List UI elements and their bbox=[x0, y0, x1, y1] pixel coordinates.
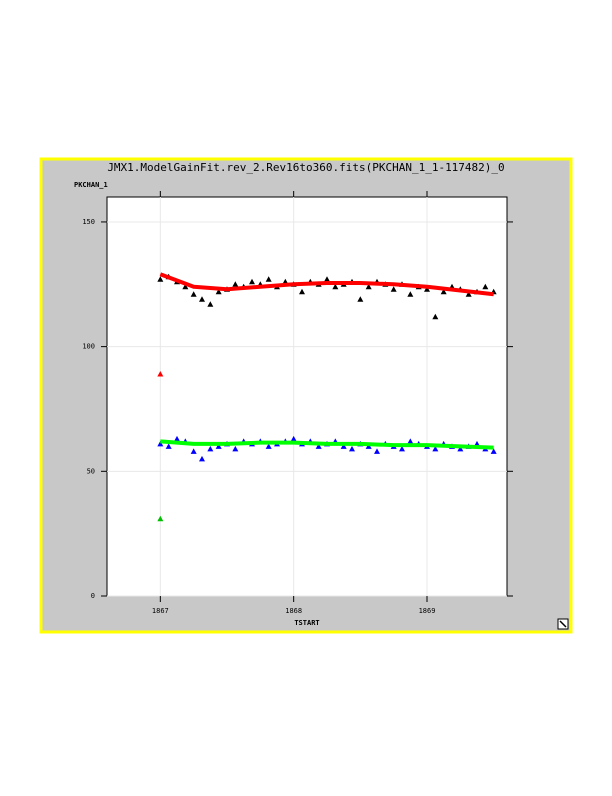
data-point bbox=[207, 301, 214, 307]
data-point bbox=[157, 276, 164, 282]
data-point bbox=[190, 291, 197, 297]
data-point bbox=[390, 286, 397, 292]
data-point bbox=[165, 443, 172, 449]
y-tick-label: 150 bbox=[82, 218, 95, 226]
data-point bbox=[432, 313, 439, 320]
data-point bbox=[215, 288, 222, 295]
resize-icon[interactable] bbox=[557, 618, 569, 630]
data-point bbox=[332, 283, 339, 290]
x-axis-label: TSTART bbox=[294, 619, 319, 627]
fit-line bbox=[159, 272, 494, 297]
y-tick-label: 0 bbox=[91, 592, 95, 600]
data-point bbox=[465, 291, 472, 297]
data-point bbox=[432, 445, 439, 452]
data-point bbox=[482, 283, 489, 290]
data-point bbox=[157, 515, 164, 522]
data-point bbox=[324, 276, 330, 282]
data-point bbox=[215, 443, 222, 449]
data-point bbox=[440, 288, 447, 295]
data-point bbox=[190, 448, 197, 454]
data-point bbox=[174, 435, 180, 442]
chart-title: JMX1.ModelGainFit.rev_2.Rev16to360.fits(… bbox=[107, 161, 504, 174]
resize-arrow[interactable] bbox=[559, 620, 567, 628]
data-point bbox=[182, 283, 189, 290]
data-point bbox=[299, 288, 305, 295]
data-point bbox=[424, 286, 430, 292]
data-point bbox=[365, 283, 372, 290]
plot-area bbox=[106, 196, 508, 597]
data-point bbox=[265, 276, 272, 282]
data-point bbox=[457, 445, 464, 452]
data-point bbox=[157, 440, 164, 447]
data-point bbox=[490, 448, 497, 454]
data-point bbox=[265, 443, 272, 449]
data-point bbox=[357, 296, 364, 302]
x-tick-label: 1868 bbox=[285, 607, 302, 615]
data-point bbox=[349, 445, 355, 452]
data-point bbox=[199, 455, 205, 462]
y-tick-label: 50 bbox=[87, 467, 95, 475]
data-point bbox=[340, 443, 347, 449]
y-axis-label: PKCHAN_1 bbox=[74, 181, 108, 189]
data-point bbox=[290, 435, 297, 442]
data-point bbox=[232, 445, 239, 452]
fit-line bbox=[160, 439, 494, 450]
data-point bbox=[207, 445, 214, 452]
data-point bbox=[374, 448, 380, 454]
data-point bbox=[157, 371, 164, 377]
x-tick-label: 1869 bbox=[419, 607, 436, 615]
data-point bbox=[315, 443, 322, 449]
data-point bbox=[399, 445, 405, 452]
data-point bbox=[232, 281, 239, 287]
y-tick-label: 100 bbox=[82, 343, 95, 351]
data-point bbox=[407, 291, 414, 297]
data-point bbox=[199, 296, 205, 302]
data-point bbox=[407, 438, 414, 444]
data-point bbox=[249, 278, 255, 285]
x-tick-label: 1867 bbox=[152, 607, 169, 615]
